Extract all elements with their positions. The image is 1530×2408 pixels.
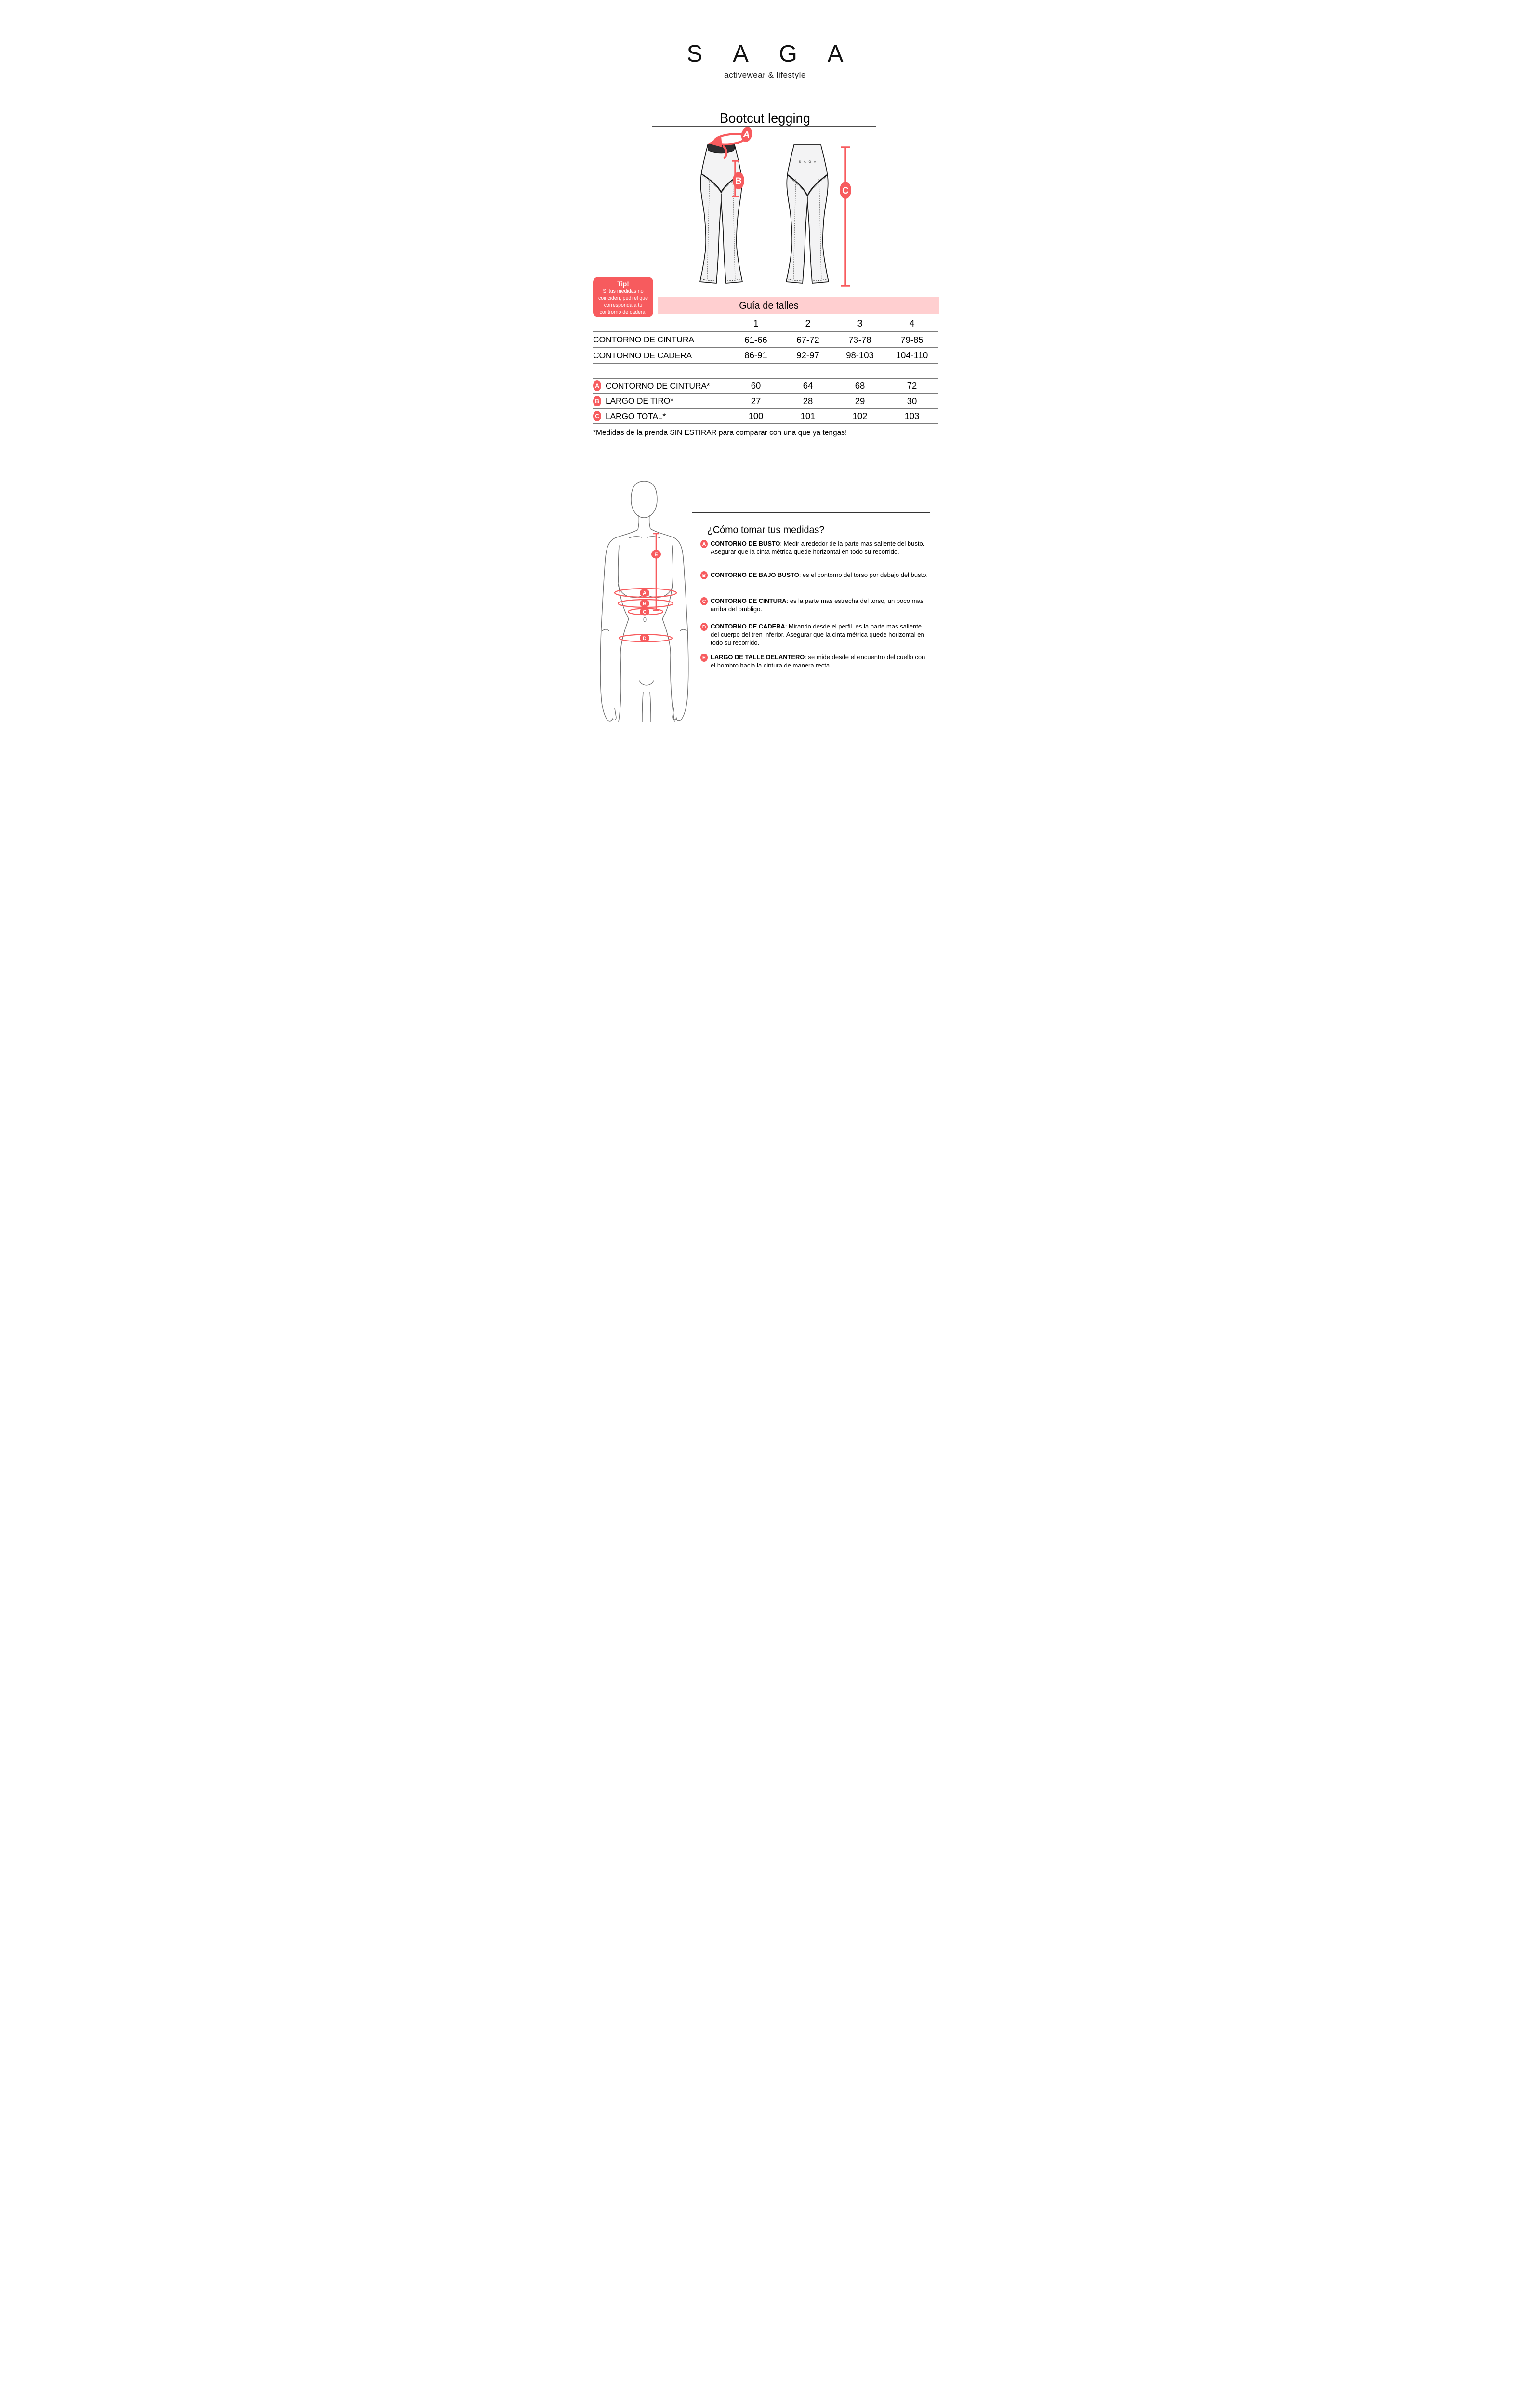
brand-tagline: activewear & lifestyle (724, 70, 806, 79)
right-arm (650, 528, 689, 721)
table-line (593, 347, 938, 348)
table-line (593, 408, 938, 409)
item-badge-b: B (700, 571, 708, 579)
measure-item: CONTORNO DE BAJO BUSTO: es el contorno d… (711, 571, 928, 578)
brand-logo: S A G A (686, 41, 856, 67)
product-title: Bootcut legging (574, 111, 956, 127)
row-label: CONTORNO DE CINTURA (593, 335, 694, 344)
navel (643, 617, 647, 622)
table-line (593, 393, 938, 394)
measure-a-annotation: A (708, 127, 752, 159)
svg-text:A: A (742, 130, 751, 141)
row-label: CONTORNO DE CINTURA* (606, 380, 710, 391)
item-badge-e: E (700, 654, 708, 662)
legging-back-view: S A G A (786, 144, 829, 284)
item-badge-d: D (700, 623, 708, 631)
size-col-1: 1 (753, 318, 759, 329)
measure-item: CONTORNO DE CINTURA: es la parte mas est… (711, 597, 924, 613)
bust-band (614, 588, 677, 598)
arrowhead (708, 136, 722, 147)
product-title-text: Bootcut legging (720, 111, 810, 126)
badge-a (741, 127, 752, 142)
svg-text:D: D (643, 636, 646, 641)
tip-box: Tip! Si tus medidas no coinciden, pedí e… (593, 277, 653, 317)
body-measure-bands (614, 533, 677, 642)
clavicles (629, 536, 660, 538)
measurements-note: *Medidas de la prenda SIN ESTIRAR para c… (593, 429, 847, 437)
svg-text:E: E (654, 552, 658, 558)
item-badge-a: A (700, 540, 708, 548)
table-row: A CONTORNO DE CINTURA* 60 64 68 72 (593, 379, 938, 393)
inner-legs (642, 692, 651, 722)
tip-title: Tip! (617, 280, 629, 288)
svg-text:C: C (643, 609, 646, 615)
badge-a: A (593, 380, 601, 391)
badge-b (733, 172, 744, 189)
svg-text:A: A (643, 590, 646, 596)
front-waistband (707, 144, 735, 154)
badge-c: C (593, 411, 601, 421)
size-guide-band (658, 297, 939, 314)
badge-b: B (593, 395, 601, 406)
table-row: C LARGO TOTAL* 100 101 102 103 (593, 409, 938, 423)
size-col-4: 4 (909, 318, 915, 329)
size-col-2: 2 (805, 318, 811, 329)
measure-item: LARGO DE TALLE DELANTERO: se mide desde … (711, 654, 925, 669)
head (631, 481, 658, 518)
svg-text:C: C (842, 186, 849, 196)
legging-front-view (699, 144, 743, 284)
table-row: B LARGO DE TIRO* 27 28 29 30 (593, 394, 938, 408)
body-measure-badges: A B C D E (640, 550, 661, 642)
measure-c-annotation: C (840, 146, 851, 287)
size-guide-title: Guía de talles (739, 301, 799, 311)
badge-c (840, 182, 851, 199)
measure-item: CONTORNO DE CADERA: Mirando desde el per… (711, 623, 924, 646)
left-torso (618, 545, 629, 722)
row-label: CONTORNO DE CADERA (593, 350, 692, 360)
svg-text:B: B (735, 176, 742, 186)
size-col-3: 3 (857, 318, 863, 329)
row-label: LARGO TOTAL* (606, 411, 666, 421)
measure-b-annotation: B (732, 160, 744, 197)
table-row: CONTORNO DE CADERA 86-91 92-97 98-103 10… (593, 350, 928, 360)
size-header-row: 1 2 3 4 (593, 315, 938, 332)
right-torso (662, 545, 675, 722)
waistband-brand-label: S A G A (799, 160, 817, 164)
front-length-line (653, 533, 659, 611)
table-line (593, 331, 938, 332)
body-figure: A B C D E (600, 481, 689, 722)
left-arm (600, 529, 638, 722)
elbow-marks (602, 629, 687, 631)
table-line (593, 423, 938, 424)
table-line (593, 378, 938, 379)
legging-diagram: S A G A A B C (699, 127, 851, 287)
table-line (593, 363, 938, 364)
title-divider (652, 126, 876, 127)
svg-text:B: B (643, 601, 646, 607)
how-to-title: ¿Cómo tomar tus medidas? (707, 524, 825, 536)
neck (637, 515, 651, 530)
measure-item: CONTORNO DE BUSTO: Medir alrededor de la… (711, 540, 925, 555)
crotch (639, 680, 654, 686)
tip-text: Si tus medidas no coinciden, pedí el que… (598, 288, 648, 315)
section-divider (692, 512, 930, 513)
table-row: CONTORNO DE CINTURA 61-66 67-72 73-78 79… (593, 334, 923, 345)
item-badge-c: C (700, 597, 708, 605)
row-label: LARGO DE TIRO* (606, 396, 673, 406)
size-guide-page: S A G A activewear & lifestyle Bootcut l… (574, 0, 956, 736)
